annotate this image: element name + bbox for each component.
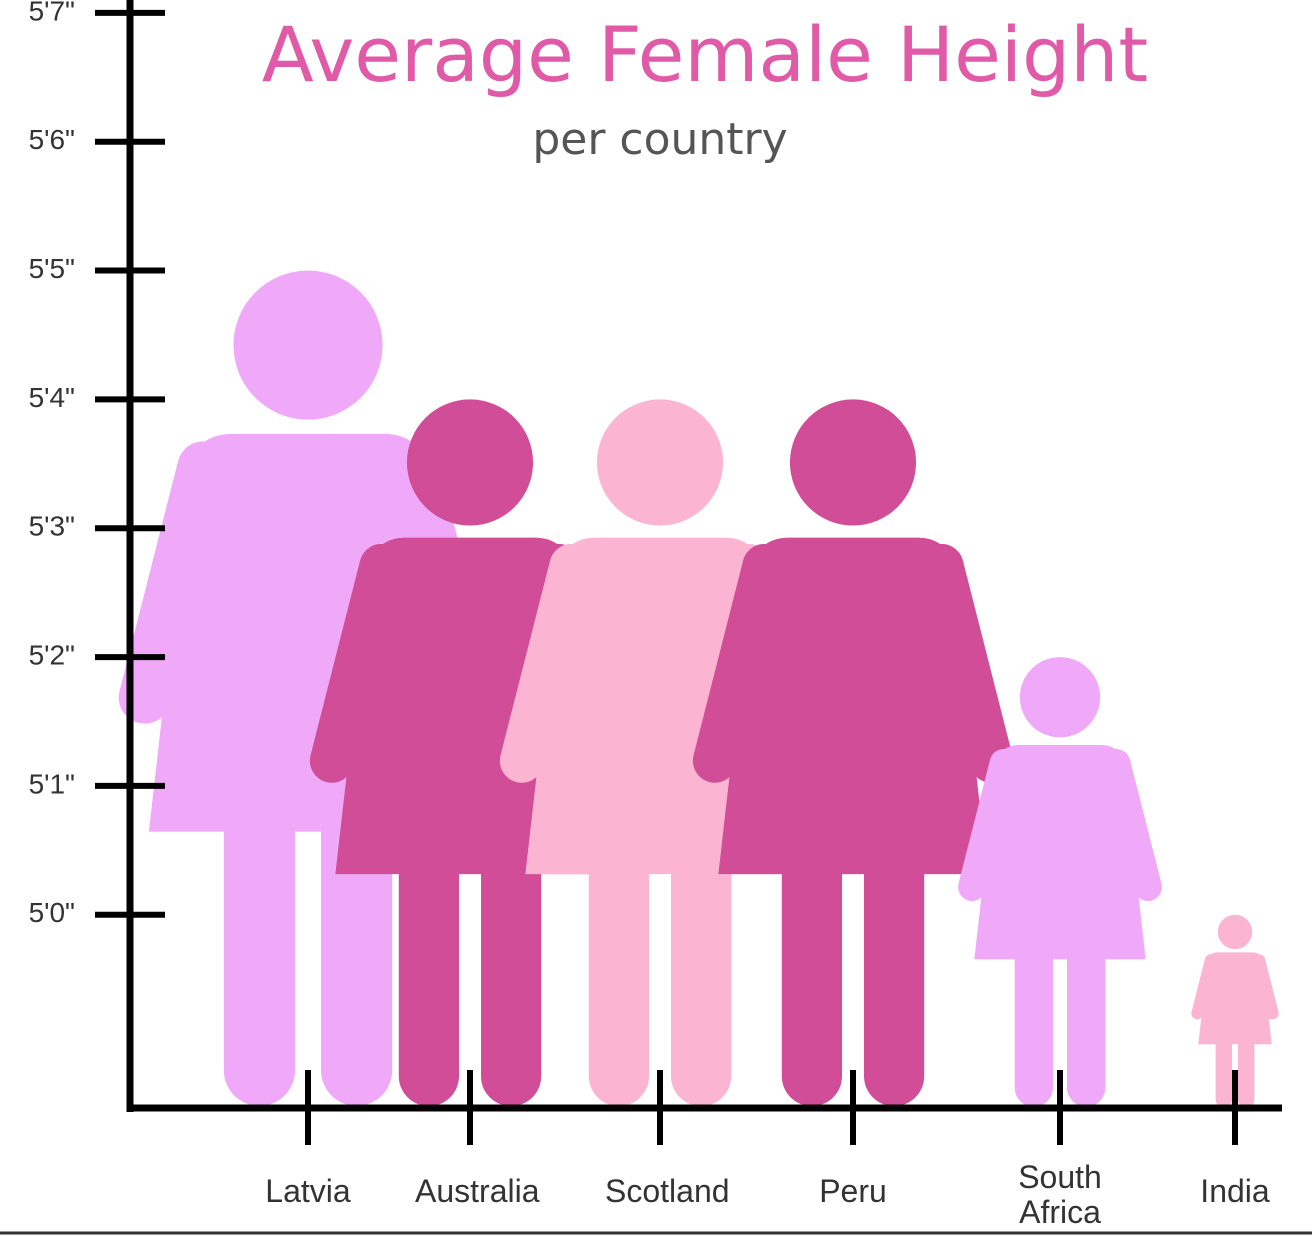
y-tick-label: 5'5" — [29, 253, 75, 284]
arm — [692, 543, 787, 783]
x-label-box: Australia — [415, 1173, 540, 1209]
x-label-box: Peru — [819, 1173, 887, 1209]
head — [233, 270, 383, 420]
y-tick-label: 5'6" — [29, 124, 75, 155]
person-icon — [958, 657, 1162, 1107]
x-label-box: Scotland — [605, 1173, 730, 1209]
arm — [919, 543, 1014, 783]
chart-title: Average Female Height — [262, 10, 1148, 99]
arm — [958, 749, 1018, 902]
head — [789, 399, 917, 526]
dress — [718, 537, 988, 875]
arm — [499, 543, 594, 783]
y-tick-label: 5'1" — [29, 768, 75, 799]
x-label-box: India — [1200, 1173, 1270, 1209]
x-tick-label: Australia — [415, 1173, 540, 1209]
x-tick-label: Latvia — [265, 1173, 351, 1209]
y-tick-label: 5'4" — [29, 382, 75, 413]
head — [1019, 657, 1101, 738]
head — [596, 399, 724, 526]
person-icon — [499, 399, 821, 1107]
x-tick-label: Peru — [819, 1173, 887, 1209]
x-tick-label: India — [1200, 1173, 1270, 1209]
arm — [1191, 954, 1217, 1020]
head — [406, 399, 534, 526]
x-tick-label: Scotland — [605, 1173, 730, 1209]
person-icon — [1191, 914, 1279, 1108]
x-label-box: South Africa — [1018, 1160, 1102, 1231]
chart-subtitle: per country — [532, 114, 787, 165]
arm — [309, 543, 404, 783]
y-tick-label: 5'0" — [29, 897, 75, 928]
head — [1217, 914, 1253, 950]
dress — [525, 537, 795, 875]
x-tick-label: South Africa — [1018, 1160, 1102, 1231]
y-tick-label: 5'2" — [29, 639, 75, 670]
arm — [1102, 749, 1162, 902]
x-label-box: Latvia — [265, 1173, 351, 1209]
dress — [1198, 952, 1272, 1045]
dress — [974, 745, 1146, 960]
figures — [118, 270, 1279, 1108]
y-tick-label: 5'3" — [29, 511, 75, 542]
y-tick-label: 5'7" — [29, 0, 75, 26]
arm — [1253, 954, 1279, 1020]
person-icon — [692, 399, 1014, 1107]
